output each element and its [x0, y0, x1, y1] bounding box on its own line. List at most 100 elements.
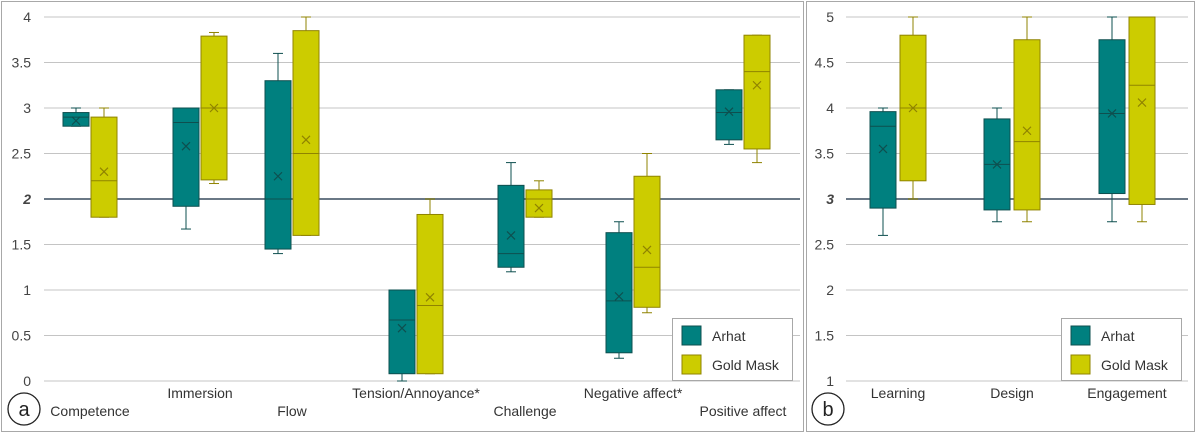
box-iqr — [172, 107, 200, 207]
box-gold-mask-2 — [1128, 16, 1156, 223]
y-tick-label: 3.5 — [815, 146, 835, 162]
mean-marker — [71, 116, 81, 126]
box-arhat-2 — [264, 52, 292, 255]
box-iqr — [525, 189, 553, 218]
box-iqr — [743, 34, 771, 150]
box-iqr — [869, 111, 897, 209]
box-iqr — [90, 116, 118, 218]
box-gold-mask-1 — [200, 31, 228, 185]
mean-marker — [752, 80, 762, 90]
category-label: Design — [990, 385, 1034, 401]
mean-marker — [534, 203, 544, 213]
mean-marker — [1022, 126, 1032, 136]
box-arhat-3 — [388, 289, 416, 382]
box-arhat-1 — [172, 107, 200, 230]
mean-marker — [1107, 109, 1117, 118]
mean-marker — [425, 292, 435, 302]
y-tick-label: 0 — [23, 373, 31, 389]
category-label: Tension/Annoyance* — [352, 385, 480, 401]
legend-label: Gold Mask — [712, 357, 780, 373]
panel-badge — [811, 392, 845, 426]
mean-marker — [614, 291, 624, 301]
box-iqr — [1013, 39, 1041, 211]
y-tick-label: 1.5 — [12, 237, 32, 253]
mean-marker — [506, 230, 516, 240]
mean-marker — [181, 141, 191, 151]
box-iqr — [605, 232, 633, 354]
box-iqr — [633, 175, 661, 308]
box-gold-mask-0 — [90, 107, 118, 218]
y-tick-label: 4 — [826, 100, 834, 116]
box-gold-mask-4 — [525, 180, 553, 218]
category-label: Competence — [50, 403, 130, 419]
y-tick-label: 3.5 — [12, 55, 32, 71]
y-tick-label: 1 — [23, 282, 31, 298]
category-label: Challenge — [493, 403, 556, 419]
box-gold-mask-2 — [292, 16, 320, 236]
box-gold-mask-3 — [416, 198, 444, 375]
mean-marker — [99, 167, 109, 177]
box-arhat-4 — [497, 162, 525, 273]
legend-label: Arhat — [1101, 328, 1135, 344]
box-iqr — [497, 184, 525, 268]
panel-label: b — [822, 399, 833, 421]
mean-marker — [273, 171, 283, 181]
category-label: Learning — [871, 385, 926, 401]
y-tick-label: 1 — [826, 373, 834, 389]
chart-panel-b: 1 1.5 2 2.5 3 3.5 4 4.5 5 Learning Design Engagemen… — [806, 1, 1195, 432]
box-iqr — [388, 289, 416, 375]
box-arhat-0 — [62, 107, 90, 127]
mean-marker — [878, 144, 888, 154]
mean-marker — [209, 103, 219, 113]
category-label: Flow — [277, 403, 307, 419]
box-iqr — [1128, 16, 1156, 205]
category-label: Positive affect — [700, 403, 787, 419]
legend: Arhat Gold Mask — [1061, 318, 1182, 381]
box-arhat-2 — [1098, 16, 1126, 223]
legend-swatch — [681, 325, 702, 346]
box-arhat-5 — [605, 221, 633, 359]
y-tick-label: 2 — [826, 282, 834, 298]
mean-marker — [1137, 98, 1147, 107]
y-tick-label: 3 — [826, 191, 834, 207]
y-tick-label: 4.5 — [815, 55, 835, 71]
box-iqr — [1098, 39, 1126, 195]
y-tick-label: 2 — [22, 191, 31, 207]
box-arhat-0 — [869, 107, 897, 236]
box-gold-mask-6 — [743, 34, 771, 164]
category-label: Engagement — [1087, 385, 1167, 401]
chart-panel-a: 0 0.5 1 1.5 2 2.5 3 3.5 4 Competence Immersion Flow… — [1, 1, 804, 432]
y-tick-label: 3 — [23, 100, 31, 116]
box-iqr — [292, 30, 320, 236]
box-arhat-6 — [715, 89, 743, 145]
y-tick-label: 2.5 — [815, 237, 835, 253]
y-tick-label: 5 — [826, 9, 834, 25]
legend-label: Arhat — [712, 328, 746, 344]
panel-badge — [7, 392, 41, 426]
box-iqr — [416, 213, 444, 375]
legend-swatch — [681, 354, 702, 375]
mean-marker — [724, 107, 734, 117]
box-gold-mask-1 — [1013, 16, 1041, 223]
mean-marker — [642, 245, 652, 255]
box-arhat-1 — [983, 107, 1011, 223]
box-gold-mask-0 — [899, 16, 927, 200]
legend-label: Gold Mask — [1101, 357, 1169, 373]
box-iqr — [62, 112, 90, 127]
category-label: Negative affect* — [584, 385, 683, 401]
mean-marker — [301, 135, 311, 145]
box-gold-mask-5 — [633, 153, 661, 314]
legend-swatch — [1070, 354, 1091, 375]
y-tick-label: 0.5 — [12, 328, 32, 344]
y-tick-label: 4 — [23, 9, 31, 25]
category-label: Immersion — [167, 385, 232, 401]
mean-marker — [992, 159, 1002, 169]
mean-marker — [908, 103, 918, 113]
box-iqr — [264, 80, 292, 250]
y-tick-label: 2.5 — [12, 146, 32, 162]
box-iqr — [715, 89, 743, 141]
legend-swatch — [1070, 325, 1091, 346]
y-tick-label: 1.5 — [815, 328, 835, 344]
legend: Arhat Gold Mask — [672, 318, 793, 381]
